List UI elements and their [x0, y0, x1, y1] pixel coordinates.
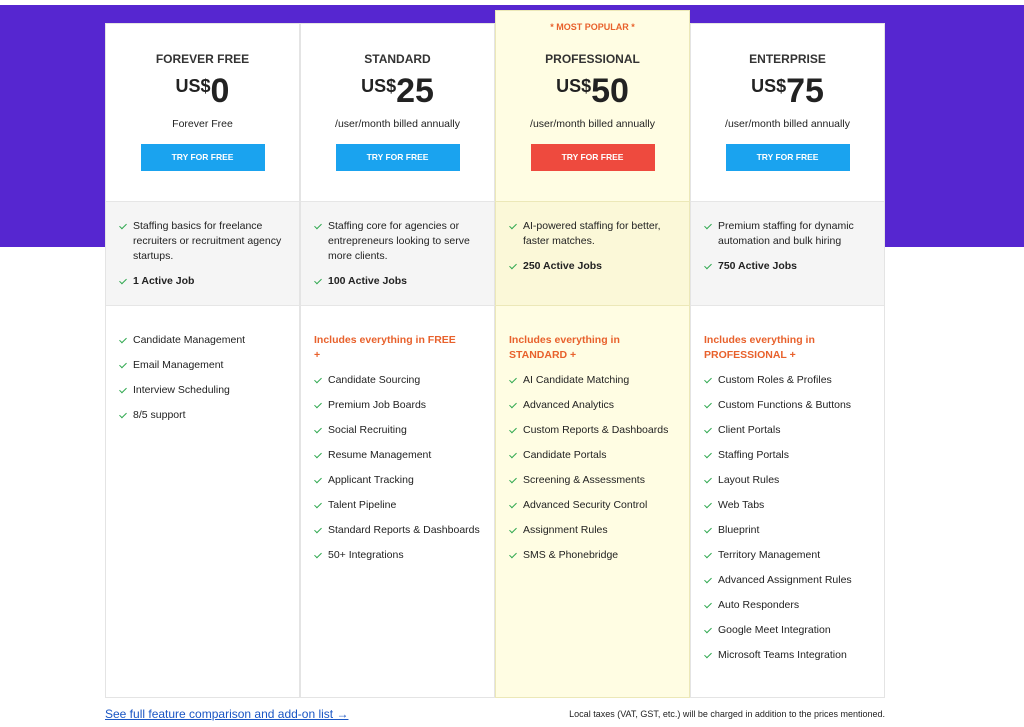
- feature: Territory Management: [691, 548, 878, 563]
- plan-description: Staffing core for agencies or entreprene…: [301, 219, 488, 264]
- plan-header: FOREVER FREE US$0 Forever Free TRY FOR FREE: [106, 24, 299, 201]
- feature: Candidate Sourcing: [301, 373, 488, 388]
- plan-card: * MOST POPULAR * PROFESSIONAL US$50/user/m…: [495, 10, 690, 698]
- active-jobs: 750 Active Jobs: [691, 259, 878, 274]
- feature: Custom Functions & Buttons: [691, 398, 878, 413]
- currency: US$: [175, 76, 211, 96]
- plan-summary: Staffing core for agencies or entreprene…: [301, 201, 494, 306]
- plan-summary: Premium staffing for dynamic automation …: [691, 201, 884, 306]
- active-jobs: 250 Active Jobs: [496, 259, 683, 274]
- feature: Advanced Assignment Rules: [691, 573, 878, 588]
- feature: Blueprint: [691, 523, 878, 538]
- includes-heading: Includes everything in PROFESSIONAL +: [704, 334, 815, 361]
- feature: Candidate Management: [106, 333, 293, 348]
- feature: Screening & Assessments: [496, 473, 683, 488]
- currency: US$: [556, 76, 592, 96]
- plan-summary: AI-powered staffing for better, faster m…: [496, 201, 689, 306]
- active-jobs: 100 Active Jobs: [301, 274, 488, 289]
- price-value: 0: [210, 72, 230, 110]
- try-button[interactable]: TRY FOR FREE: [725, 144, 850, 171]
- feature: Layout Rules: [691, 473, 878, 488]
- feature: Candidate Portals: [496, 448, 683, 463]
- feature: Email Management: [106, 358, 293, 373]
- feature: Applicant Tracking: [301, 473, 488, 488]
- try-button[interactable]: TRY FOR FREE: [530, 144, 655, 171]
- feature-list: Includes everything in PROFESSIONAL + Cus…: [691, 333, 884, 673]
- feature: 8/5 support: [106, 408, 293, 423]
- feature: Premium Job Boards: [301, 398, 488, 413]
- plan-price: US$50: [496, 72, 689, 110]
- feature-list: Candidate Management Email Management Inte…: [106, 333, 299, 433]
- popular-badge: * MOST POPULAR *: [550, 22, 635, 32]
- feature: Interview Scheduling: [106, 383, 293, 398]
- plan-card: FOREVER FREE US$0 Forever Free TRY FOR FREE…: [105, 23, 300, 698]
- plan-name: FOREVER FREE: [155, 52, 250, 66]
- feature: 50+ Integrations: [301, 548, 488, 563]
- active-jobs: 1 Active Job: [106, 274, 293, 289]
- feature: Advanced Security Control: [496, 498, 683, 513]
- comparison-link[interactable]: See full feature comparison and add-on l…: [105, 707, 349, 721]
- feature: Talent Pipeline: [301, 498, 488, 513]
- feature: Staffing Portals: [691, 448, 878, 463]
- billing-period: /user/month billed annually: [725, 118, 850, 130]
- price-value: 50: [591, 72, 629, 110]
- plan-price: US$75: [691, 72, 884, 110]
- try-button[interactable]: TRY FOR FREE: [140, 144, 265, 171]
- feature: Custom Reports & Dashboards: [496, 423, 683, 438]
- plan-description: Staffing basics for freelance recruiters…: [106, 219, 293, 264]
- feature: Social Recruiting: [301, 423, 488, 438]
- billing-period: Forever Free: [172, 118, 233, 130]
- includes-heading: Includes everything in FREE +: [314, 334, 456, 361]
- billing-period: /user/month billed annually: [335, 118, 460, 130]
- feature: Auto Responders: [691, 598, 878, 613]
- feature: Custom Roles & Profiles: [691, 373, 878, 388]
- plan-name: PROFESSIONAL: [545, 52, 640, 66]
- price-value: 25: [396, 72, 434, 110]
- plan-summary: Staffing basics for freelance recruiters…: [106, 201, 299, 306]
- plan-name: STANDARD: [364, 52, 431, 66]
- feature: Client Portals: [691, 423, 878, 438]
- plan-price: US$0: [106, 72, 299, 110]
- billing-period: /user/month billed annually: [530, 118, 655, 130]
- currency: US$: [751, 76, 787, 96]
- currency: US$: [361, 76, 397, 96]
- plan-header: PROFESSIONAL US$50/user/month billed annu…: [496, 24, 689, 201]
- feature: Advanced Analytics: [496, 398, 683, 413]
- try-button[interactable]: TRY FOR FREE: [335, 144, 460, 171]
- plan-name: ENTERPRISE: [749, 52, 826, 66]
- feature: Microsoft Teams Integration: [691, 648, 878, 663]
- feature: Web Tabs: [691, 498, 878, 513]
- feature: Assignment Rules: [496, 523, 683, 538]
- plan-price: US$25: [301, 72, 494, 110]
- plan-description: Premium staffing for dynamic automation …: [691, 219, 878, 249]
- plan-description: AI-powered staffing for better, faster m…: [496, 219, 683, 249]
- plan-header: ENTERPRISE US$75/user/month billed annual…: [691, 24, 884, 201]
- feature-list: Includes everything in FREE + Candidate S…: [301, 333, 494, 573]
- tax-note: Local taxes (VAT, GST, etc.) will be cha…: [569, 709, 885, 719]
- feature: Standard Reports & Dashboards: [301, 523, 488, 538]
- includes-heading: Includes everything in STANDARD +: [509, 334, 620, 361]
- plan-card: STANDARD US$25/user/month billed annually…: [300, 23, 495, 698]
- feature: AI Candidate Matching: [496, 373, 683, 388]
- plan-header: STANDARD US$25/user/month billed annually…: [301, 24, 494, 201]
- feature-list: Includes everything in STANDARD + AI Cand…: [496, 333, 689, 573]
- plan-card: ENTERPRISE US$75/user/month billed annual…: [690, 23, 885, 698]
- price-value: 75: [786, 72, 824, 110]
- feature: Resume Management: [301, 448, 488, 463]
- feature: Google Meet Integration: [691, 623, 878, 638]
- feature: SMS & Phonebridge: [496, 548, 683, 563]
